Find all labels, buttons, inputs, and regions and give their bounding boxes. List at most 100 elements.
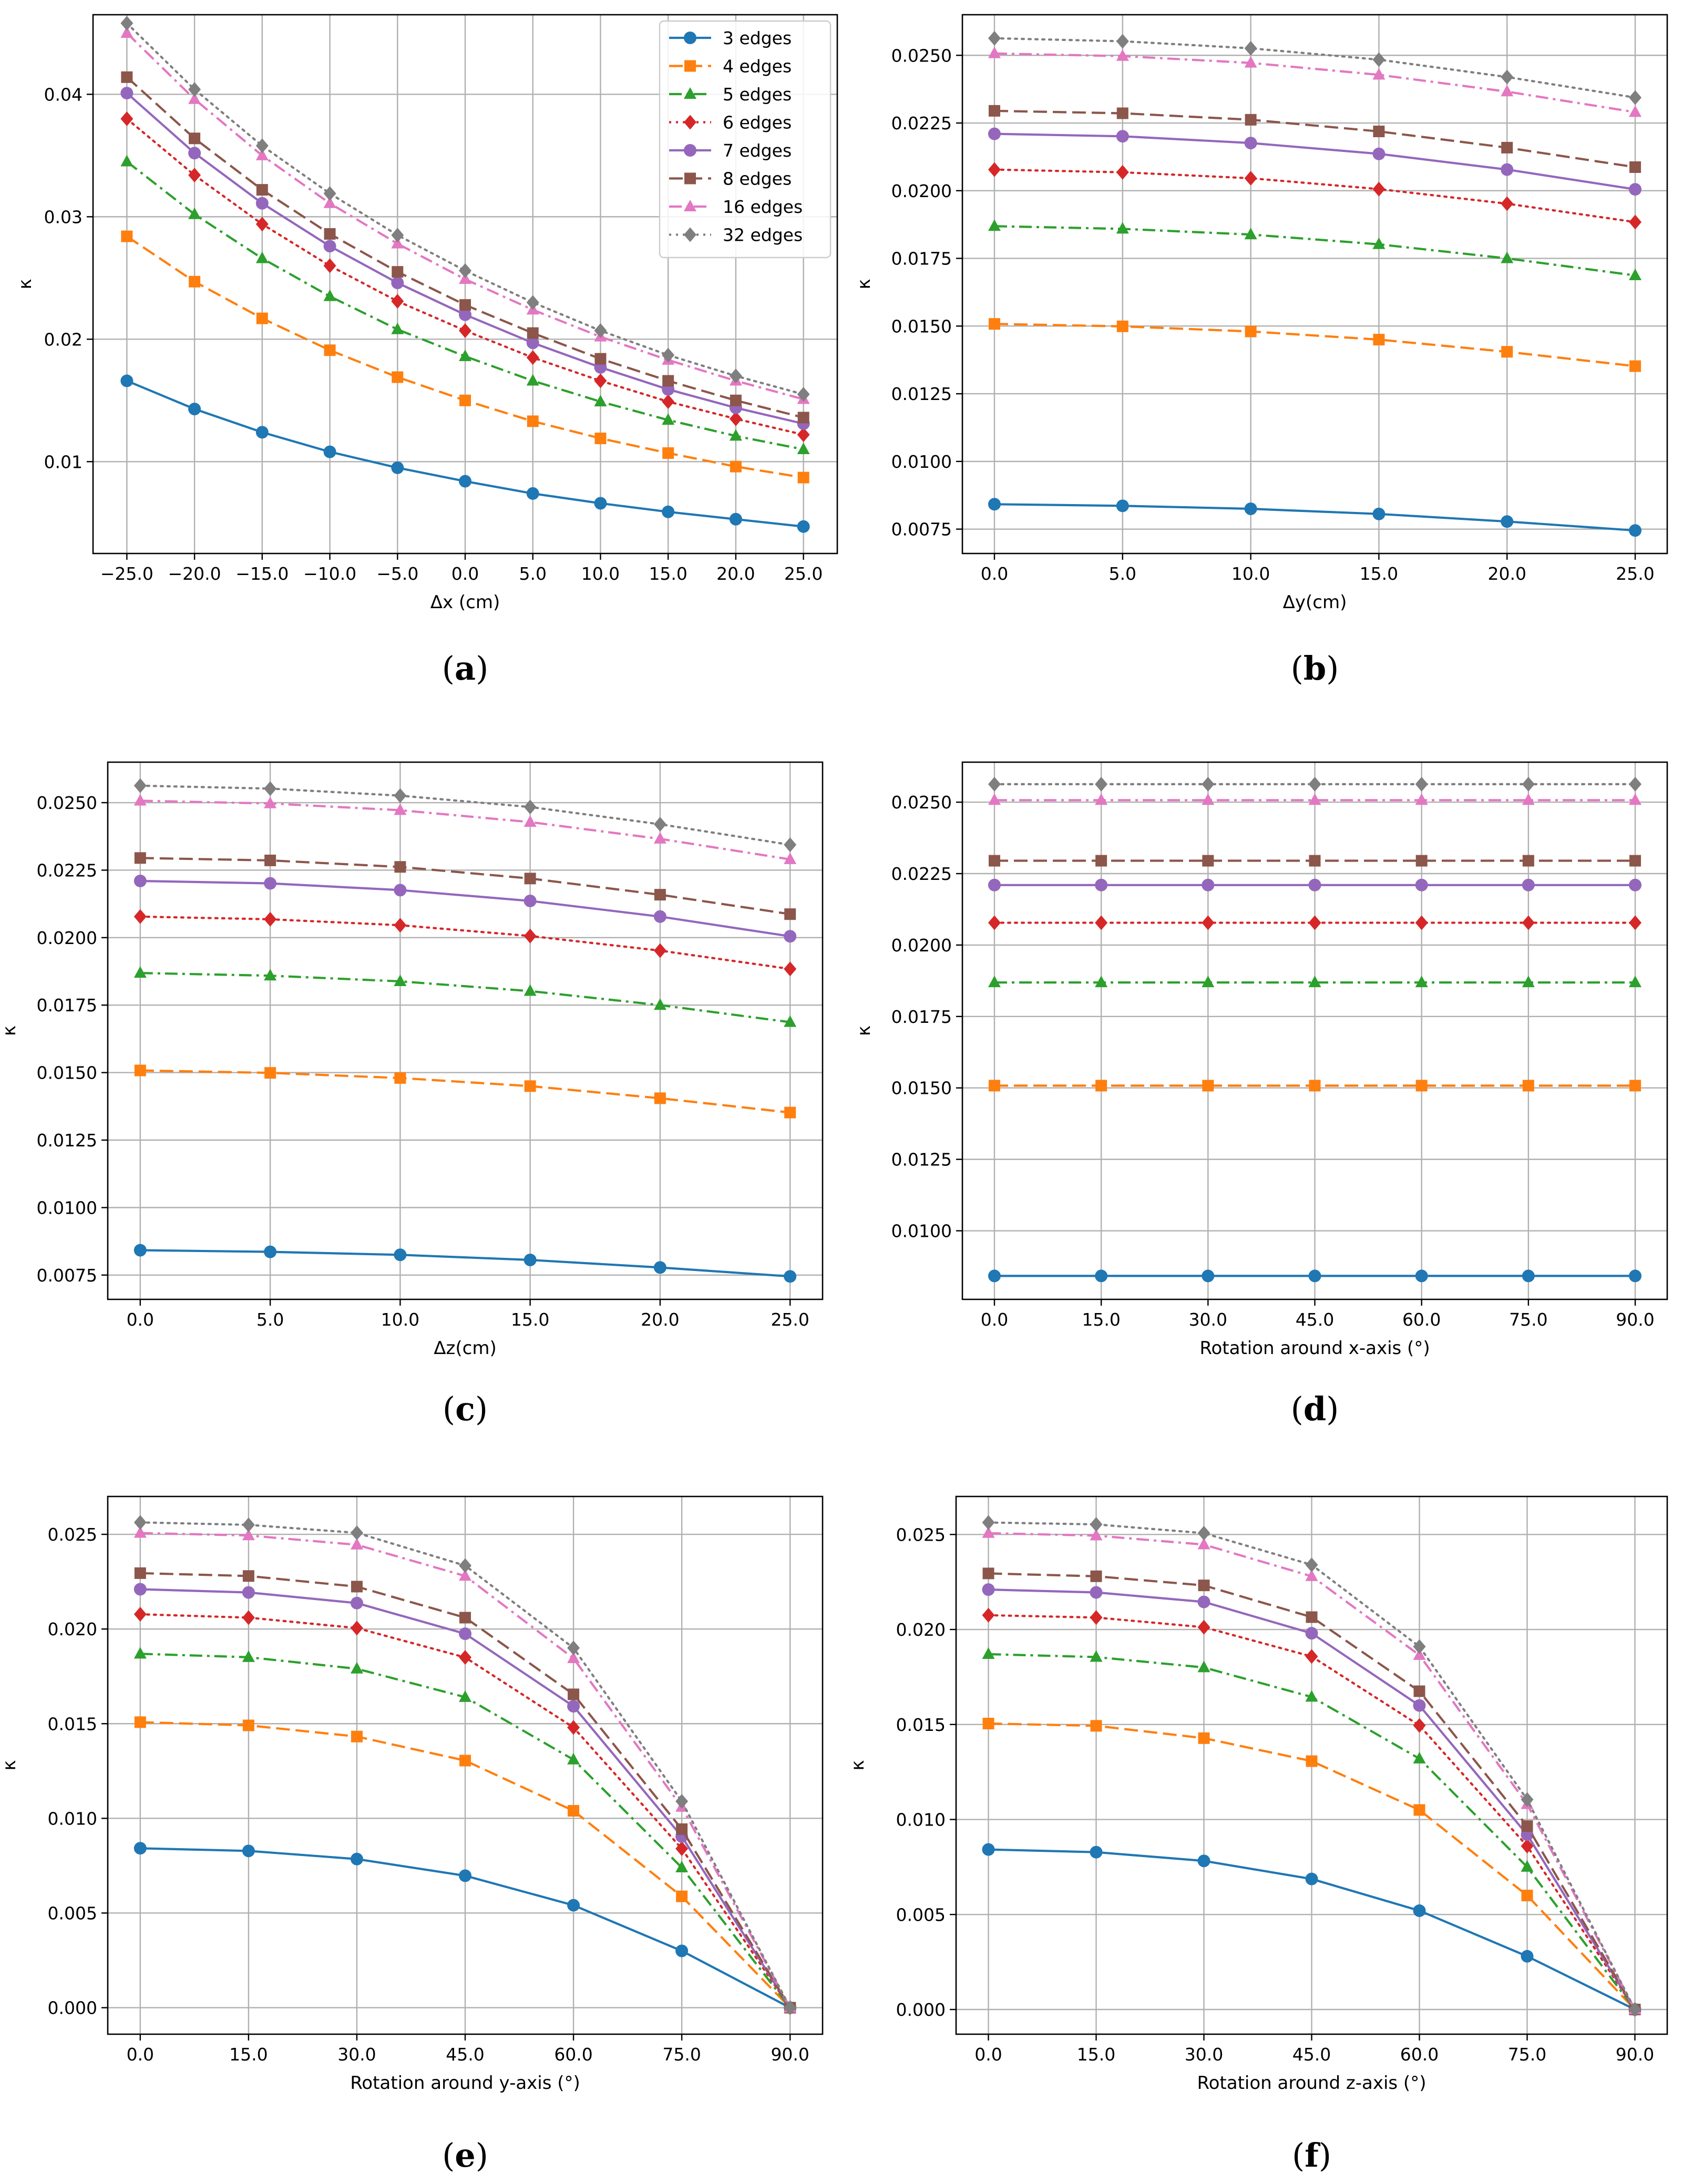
data-point — [784, 908, 796, 920]
series-8-edges — [988, 105, 1641, 173]
data-point — [662, 375, 674, 387]
data-point — [350, 1662, 363, 1674]
data-point — [1116, 107, 1128, 119]
data-point — [1095, 915, 1108, 930]
data-point — [134, 909, 147, 924]
data-point — [1116, 49, 1129, 61]
caption-letter: f — [1305, 2136, 1320, 2175]
y-tick-label: 0.020 — [48, 1619, 97, 1639]
x-tick-label: 0.0 — [981, 563, 1008, 584]
data-point — [1090, 1720, 1102, 1732]
series-3-edges — [120, 374, 810, 533]
x-axis-label: Rotation around y-axis (°) — [350, 2073, 580, 2094]
data-point — [120, 155, 134, 167]
data-point — [255, 251, 269, 263]
data-point — [1415, 976, 1428, 988]
legend-item: 6 edges — [669, 112, 792, 133]
data-point — [729, 411, 742, 426]
data-point — [729, 512, 742, 526]
x-tick-label: 45.0 — [446, 2044, 484, 2065]
data-point — [1308, 793, 1321, 805]
axes-frame — [961, 14, 1668, 555]
data-point — [797, 427, 810, 443]
data-point — [1415, 1080, 1428, 1092]
y-tick-label: 0.0125 — [37, 1130, 97, 1151]
data-point — [1629, 878, 1642, 891]
data-point — [459, 308, 471, 321]
data-point — [1245, 325, 1257, 337]
series-line — [140, 972, 791, 1023]
data-point — [675, 1944, 689, 1957]
data-point — [1306, 1611, 1318, 1623]
x-tick-label: 90.0 — [1616, 1309, 1654, 1330]
data-point — [1090, 1845, 1103, 1859]
series-line — [126, 117, 805, 436]
data-point — [1306, 1755, 1318, 1767]
x-tick-label: 75.0 — [662, 2044, 701, 2065]
series-line — [126, 160, 804, 451]
data-point — [1202, 1080, 1214, 1092]
data-point — [1244, 137, 1257, 150]
data-point — [188, 168, 201, 183]
data-point — [256, 184, 268, 196]
data-point — [459, 1627, 471, 1640]
series-line — [139, 915, 792, 970]
data-point — [1116, 499, 1129, 512]
x-axis-label: Δx (cm) — [430, 592, 500, 613]
series-32-edges — [982, 1515, 1641, 2017]
data-point — [1373, 334, 1385, 346]
data-point — [1095, 1269, 1108, 1283]
data-point — [797, 412, 809, 424]
x-tick-label: 5.0 — [1109, 563, 1136, 584]
data-point — [1090, 1650, 1103, 1662]
legend-label: 6 edges — [723, 112, 792, 133]
data-point — [1197, 1619, 1210, 1635]
data-point — [988, 105, 1000, 117]
data-point — [459, 1612, 471, 1624]
panel-caption: (f) — [1292, 2136, 1331, 2175]
data-point — [1372, 52, 1386, 67]
data-point — [988, 1269, 1001, 1283]
data-point — [459, 1558, 471, 1573]
data-point — [255, 148, 269, 160]
data-point — [324, 344, 336, 356]
x-tick-label: 5.0 — [519, 563, 546, 584]
series-4-edges — [121, 230, 809, 484]
data-point — [120, 26, 134, 38]
data-point — [988, 793, 1001, 805]
x-tick-label: 75.0 — [1508, 2044, 1546, 2065]
series-32-edges — [120, 16, 810, 402]
data-point — [1309, 855, 1321, 867]
x-tick-label: 15.0 — [511, 1309, 549, 1330]
data-point — [1629, 105, 1642, 117]
legend-marker — [684, 200, 696, 211]
data-point — [1202, 915, 1215, 930]
data-point — [1413, 1699, 1426, 1712]
series-7-edges — [134, 874, 797, 943]
caption-close-paren: ) — [1326, 1390, 1339, 1428]
y-tick-label: 0.000 — [896, 2000, 946, 2020]
caption-letter: a — [455, 649, 476, 688]
data-point — [1373, 125, 1385, 137]
data-point — [1305, 1569, 1318, 1581]
data-point — [134, 794, 147, 806]
data-point — [323, 186, 336, 201]
data-point — [1197, 1854, 1210, 1868]
x-tick-label: 30.0 — [1185, 2044, 1223, 2065]
y-tick-label: 0.0100 — [891, 1221, 952, 1242]
data-point — [394, 803, 407, 815]
legend-item: 4 edges — [669, 56, 792, 77]
data-point — [350, 1621, 363, 1636]
x-tick-label: 25.0 — [771, 1309, 809, 1330]
x-tick-label: 25.0 — [1616, 563, 1654, 584]
data-point — [120, 111, 134, 127]
x-tick-label: −25.0 — [100, 563, 153, 584]
data-point — [1501, 196, 1514, 211]
data-point — [662, 447, 674, 459]
series-32-edges — [134, 1515, 797, 2015]
y-tick-label: 0.0150 — [37, 1063, 97, 1083]
chart-panel-a: −25.0 −20.0 −15.0 −10.0 −5.0 0.0 5.0 10.0 15.0 20… — [15, 14, 838, 688]
data-point — [350, 1852, 363, 1865]
y-tick-label: 0.0175 — [37, 995, 97, 1016]
